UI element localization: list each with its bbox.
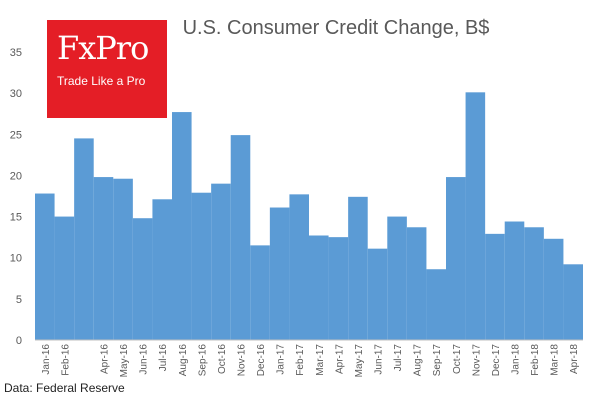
y-tick-label: 35 (10, 47, 22, 59)
x-tick-label: Jan-16 (41, 344, 52, 375)
x-tick-label: Jun-16 (139, 344, 150, 375)
bar (152, 199, 172, 340)
x-tick-label: Apr-17 (334, 344, 345, 374)
bar (367, 248, 388, 340)
y-axis: 0 5 10 15 20 25 30 35 (10, 47, 22, 347)
x-tick-label: May-17 (354, 344, 365, 378)
bar (250, 245, 270, 340)
y-tick-label: 10 (10, 253, 22, 265)
x-tick-label: Mar-18 (550, 344, 561, 376)
bar (543, 238, 564, 340)
x-tick-label: Oct-16 (217, 344, 228, 374)
bar (191, 192, 212, 340)
x-tick-label: Sep-17 (432, 344, 443, 377)
bar (211, 183, 231, 340)
bar (230, 135, 251, 340)
bar (269, 207, 290, 340)
x-tick-label: Apr-18 (569, 344, 580, 374)
bar (172, 112, 192, 340)
bar (426, 269, 446, 340)
x-tick-label: Feb-18 (530, 344, 541, 376)
bar (387, 216, 407, 340)
x-tick-label: Aug-17 (413, 344, 424, 377)
bar (289, 194, 309, 340)
x-tick-label: Sep-16 (197, 344, 208, 377)
y-tick-label: 15 (10, 212, 22, 224)
x-tick-label: Jul-17 (393, 344, 404, 372)
x-tick-label: Dec-16 (256, 344, 267, 377)
bar (348, 196, 368, 340)
x-tick-label: Nov-16 (237, 344, 248, 377)
x-axis: Jan-16 Feb-16 Apr-16 May-16 Jun-16 Jul-16 Aug-… (41, 344, 580, 378)
x-tick-label: Feb-16 (60, 344, 71, 376)
y-tick-label: 25 (10, 129, 22, 141)
bar (35, 193, 55, 340)
x-tick-label: Mar-17 (315, 344, 326, 376)
bar (309, 235, 329, 340)
bar (132, 218, 153, 340)
bar (406, 227, 427, 340)
x-tick-label: Feb-17 (295, 344, 306, 376)
x-tick-label: Jun-17 (374, 344, 385, 375)
bar (328, 237, 349, 340)
x-tick-label: Dec-17 (491, 344, 502, 377)
bar (93, 177, 114, 340)
y-tick-label: 5 (16, 294, 22, 306)
x-tick-label: Apr-16 (100, 344, 111, 374)
x-tick-label: Oct-17 (452, 344, 463, 374)
bar (524, 227, 544, 340)
x-tick-label: May-16 (119, 344, 130, 378)
bars (35, 92, 583, 340)
y-tick-label: 20 (10, 170, 22, 182)
x-tick-label: Jan-18 (511, 344, 522, 375)
bar (485, 233, 505, 340)
source-note: Data: Federal Reserve (4, 381, 125, 395)
chart-title: U.S. Consumer Credit Change, B$ (183, 17, 490, 39)
bar (465, 92, 486, 340)
bar (504, 221, 525, 340)
x-tick-label: Jul-16 (158, 344, 169, 372)
fxpro-logo: FxPro Trade Like a Pro (47, 20, 167, 118)
x-tick-label: Nov-17 (471, 344, 482, 377)
y-tick-label: 0 (16, 335, 22, 347)
bar (74, 138, 94, 340)
x-tick-label: Aug-16 (178, 344, 189, 377)
x-tick-label: Jan-17 (276, 344, 287, 375)
bar (54, 216, 75, 340)
logo-tagline: Trade Like a Pro (57, 74, 146, 88)
bar (563, 264, 583, 340)
logo-wordmark: FxPro (57, 29, 149, 67)
bar (113, 178, 133, 340)
y-tick-label: 30 (10, 88, 22, 100)
bar (446, 177, 466, 340)
